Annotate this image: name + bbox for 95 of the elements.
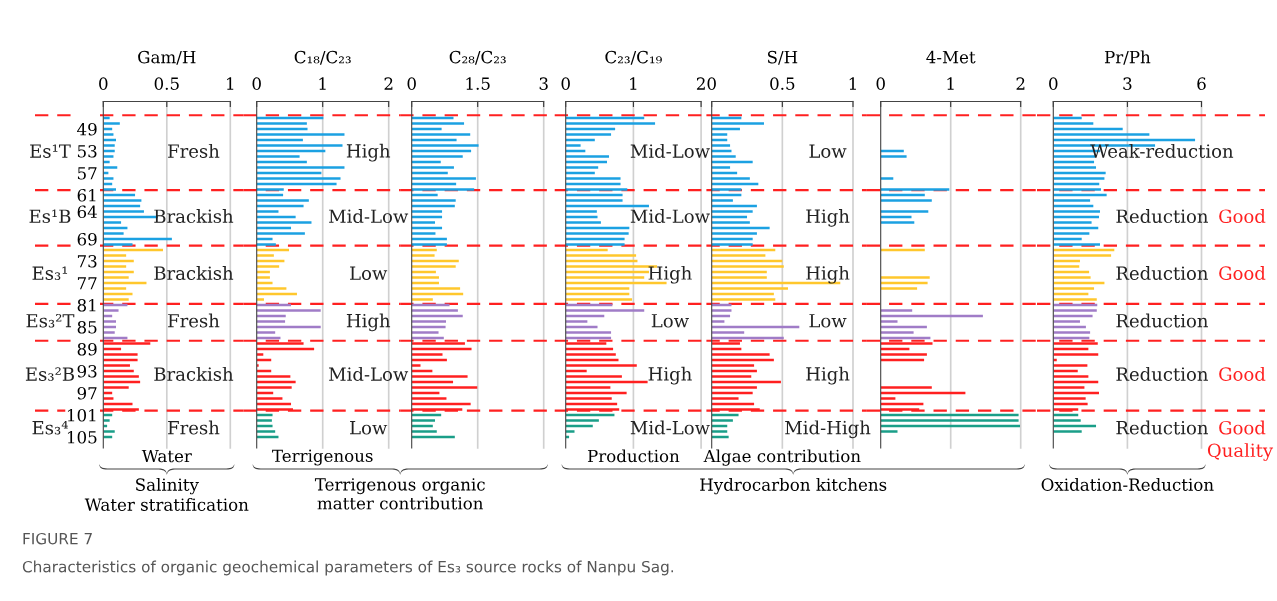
x-tick-label: 0 bbox=[407, 77, 416, 90]
y-tick-label: 61 bbox=[77, 188, 96, 202]
annotation: Fresh bbox=[168, 420, 220, 435]
text: Good bbox=[1219, 366, 1266, 381]
chart-title: S/H bbox=[767, 50, 798, 65]
y-tick-label: 64 bbox=[77, 205, 97, 219]
annotation: Fresh bbox=[168, 143, 220, 158]
x-tick-label: 1.5 bbox=[466, 77, 490, 90]
y-tick-label: 97 bbox=[77, 386, 97, 400]
x-tick-label: 0 bbox=[707, 77, 716, 90]
annotation: High bbox=[806, 265, 850, 284]
annotation: Low bbox=[350, 266, 388, 280]
annotation: Brackish bbox=[154, 209, 234, 224]
x-axis-title: Terrigenous bbox=[272, 449, 373, 466]
text: Es¹B bbox=[29, 209, 71, 224]
annotation: Mid-Low bbox=[329, 366, 409, 381]
annotation: High bbox=[806, 366, 850, 385]
text: Characteristics of organic geochemical parameters of Es₃ source rocks of Nanpu Sag. bbox=[22, 560, 674, 576]
x-axis-title: Algae contribution bbox=[703, 449, 861, 466]
chart-title: Gam/H bbox=[138, 50, 196, 65]
text: Good bbox=[1219, 266, 1266, 280]
x-tick-label: 0 bbox=[99, 77, 108, 90]
y-tick-label: 89 bbox=[77, 342, 97, 356]
annotation: Weak-reduction bbox=[1090, 143, 1234, 158]
annotation: Mid-High bbox=[785, 420, 871, 439]
x-tick-label: 2 bbox=[696, 77, 705, 90]
text: Quality bbox=[1207, 443, 1274, 461]
y-tick-label: 105 bbox=[67, 430, 97, 444]
y-tick-label: 85 bbox=[77, 320, 97, 334]
text: Good bbox=[1219, 209, 1266, 224]
x-tick-label: 6 bbox=[1197, 77, 1206, 90]
x-tick-label: 1 bbox=[849, 77, 856, 90]
annotation: High bbox=[648, 265, 692, 284]
y-tick-label: 77 bbox=[77, 277, 97, 290]
text: Good bbox=[1219, 420, 1266, 435]
chart-title: C₁₈/C₂₃ bbox=[294, 50, 351, 65]
text: Oxidation-Reduction bbox=[1041, 478, 1214, 491]
annotation: Mid-Low bbox=[329, 209, 409, 224]
x-tick-label: 3 bbox=[539, 77, 548, 90]
x-tick-label: 1 bbox=[630, 77, 637, 90]
annotation: Low bbox=[350, 421, 388, 435]
y-tick-label: 93 bbox=[77, 364, 97, 378]
annotation: Brackish bbox=[154, 266, 234, 280]
x-tick-label: 0.5 bbox=[770, 77, 795, 90]
x-tick-label: 0 bbox=[1049, 77, 1058, 90]
caption: FIGURE 7 bbox=[23, 532, 92, 545]
text: Es₃¹ bbox=[32, 266, 68, 280]
y-tick-label: 53 bbox=[77, 144, 97, 158]
annotation: Reduction bbox=[1116, 266, 1208, 280]
text: Salinity bbox=[136, 478, 199, 495]
x-tick-label: 3 bbox=[1123, 77, 1132, 90]
y-tick-label: 73 bbox=[77, 254, 97, 268]
x-tick-label: 0.5 bbox=[154, 77, 179, 90]
chart-title: C₂₃/C₁₉ bbox=[605, 50, 662, 65]
annotation: High bbox=[346, 313, 391, 332]
annotation: Mid-Low bbox=[630, 420, 710, 435]
text: Terrigenous organic matter contribution bbox=[314, 478, 485, 510]
annotation: High bbox=[806, 208, 850, 227]
x-axis-title: Water bbox=[141, 449, 192, 463]
x-tick-label: 0 bbox=[876, 77, 885, 90]
annotation: Low bbox=[651, 314, 689, 328]
annotation: High bbox=[648, 366, 692, 385]
x-tick-label: 1 bbox=[947, 77, 954, 90]
annotation: Reduction bbox=[1116, 313, 1208, 328]
text: Es₃²B bbox=[25, 367, 74, 381]
annotation: Mid-Low bbox=[630, 143, 710, 158]
annotation: Low bbox=[809, 144, 847, 158]
x-tick-label: 2 bbox=[1016, 77, 1025, 90]
annotation: High bbox=[346, 143, 391, 162]
chart-title: C₂₈/C₂₃ bbox=[449, 50, 506, 65]
text: Es₃⁴ bbox=[32, 421, 68, 435]
chart-title: 4-Met bbox=[926, 50, 976, 64]
x-tick-label: 1 bbox=[319, 77, 326, 90]
y-tick-label: 57 bbox=[77, 167, 97, 180]
x-tick-label: 2 bbox=[384, 77, 393, 90]
text: Es¹T bbox=[30, 144, 71, 158]
y-tick-label: 101 bbox=[67, 408, 96, 422]
x-tick-label: 0 bbox=[561, 77, 570, 90]
y-tick-label: 49 bbox=[77, 122, 97, 136]
annotation: Reduction bbox=[1116, 209, 1208, 224]
annotation: Mid-Low bbox=[630, 209, 710, 224]
annotation: Reduction bbox=[1116, 420, 1208, 435]
annotation: Fresh bbox=[168, 313, 220, 328]
chart-title: Pr/Ph bbox=[1104, 50, 1151, 65]
text: Water stratification bbox=[84, 498, 249, 511]
y-tick-label: 69 bbox=[77, 232, 97, 246]
annotation: Brackish bbox=[154, 366, 234, 381]
x-tick-label: 1 bbox=[227, 77, 234, 90]
x-axis-title: Production bbox=[587, 449, 680, 463]
annotation: Reduction bbox=[1116, 366, 1208, 381]
x-tick-label: 0 bbox=[252, 77, 261, 90]
annotation: Low bbox=[809, 314, 847, 328]
text: Hydrocarbon kitchens bbox=[700, 478, 887, 495]
y-tick-label: 81 bbox=[77, 298, 96, 312]
text: Es₃²T bbox=[26, 313, 75, 328]
